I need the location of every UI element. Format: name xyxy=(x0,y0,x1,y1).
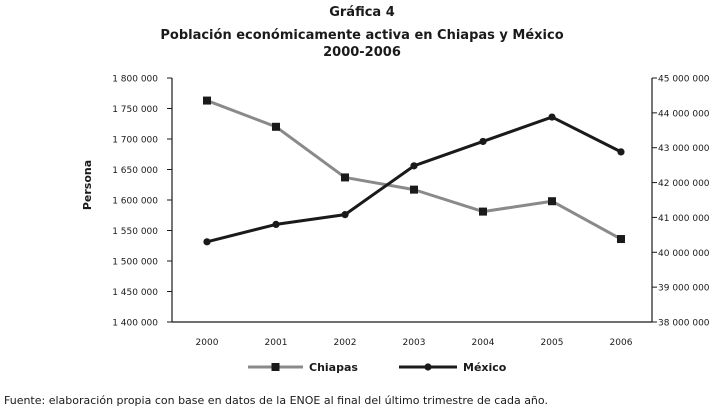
y-left-tick-label: 1 750 000 xyxy=(112,105,158,115)
x-tick-label: 2006 xyxy=(610,338,633,348)
y-right-tick-label: 38 000 000 xyxy=(658,319,710,329)
figure-label: Gráfica 4 xyxy=(329,5,395,20)
data-point-m-xico xyxy=(617,148,625,156)
x-tick-label: 2005 xyxy=(541,338,564,348)
data-point-chiapas xyxy=(479,207,487,216)
data-point-m-xico xyxy=(410,162,418,170)
x-tick-label: 2000 xyxy=(196,338,219,348)
y-right-tick-label: 43 000 000 xyxy=(658,144,710,154)
legend-marker-chiapas xyxy=(271,363,280,371)
data-point-chiapas xyxy=(410,185,418,194)
y-right-tick-label: 39 000 000 xyxy=(658,284,710,294)
axes: 1 400 000 1 450 000 1 500 000 1 550 000 1 60… xyxy=(112,75,710,349)
chart-title: Población económicamente activa en Chiap… xyxy=(160,28,564,43)
data-point-m-xico xyxy=(272,220,280,228)
series-layer xyxy=(203,96,625,246)
data-point-chiapas xyxy=(548,197,556,206)
y-right-tick-label: 45 000 000 xyxy=(658,75,710,85)
y-left-tick-label: 1 650 000 xyxy=(112,166,158,176)
series-line-m-xico xyxy=(206,115,622,244)
data-point-chiapas xyxy=(203,96,211,105)
data-point-m-xico xyxy=(548,113,556,121)
data-point-chiapas xyxy=(272,122,280,131)
x-tick-label: 2002 xyxy=(334,338,357,348)
legend: Chiapas México xyxy=(248,361,507,374)
y-right-tick-label: 44 000 000 xyxy=(658,109,710,119)
chart-subtitle: 2000-2006 xyxy=(323,45,401,60)
legend-label-chiapas: Chiapas xyxy=(309,361,358,374)
y-left-tick-label: 1 450 000 xyxy=(112,288,158,298)
legend-label-m-xico: México xyxy=(463,361,507,374)
source-note: Fuente: elaboración propia con base en d… xyxy=(4,394,548,407)
y-left-tick-label: 1 500 000 xyxy=(112,258,158,268)
y-right-tick-label: 40 000 000 xyxy=(658,249,710,259)
x-tick-label: 2003 xyxy=(403,338,426,348)
data-point-chiapas xyxy=(617,235,625,244)
data-point-m-xico xyxy=(479,137,487,146)
data-point-chiapas xyxy=(341,173,349,182)
x-tick-label: 2001 xyxy=(265,338,288,348)
y-left-tick-label: 1 700 000 xyxy=(112,136,158,146)
y-left-tick-label: 1 600 000 xyxy=(112,197,158,207)
y-left-tick-label: 1 400 000 xyxy=(112,319,158,329)
data-point-m-xico xyxy=(341,211,349,219)
x-tick-label: 2004 xyxy=(472,338,495,348)
y-left-tick-label: 1 550 000 xyxy=(112,227,158,237)
y-axis-label: Persona xyxy=(81,160,94,210)
y-right-tick-label: 42 000 000 xyxy=(658,179,710,189)
legend-marker-m-xico xyxy=(424,363,432,371)
line-chart: 1 400 000 1 450 000 1 500 000 1 550 000 1 60… xyxy=(81,75,710,375)
data-point-m-xico xyxy=(203,238,211,246)
y-right-tick-label: 41 000 000 xyxy=(658,214,710,224)
y-left-tick-label: 1 800 000 xyxy=(112,75,158,85)
